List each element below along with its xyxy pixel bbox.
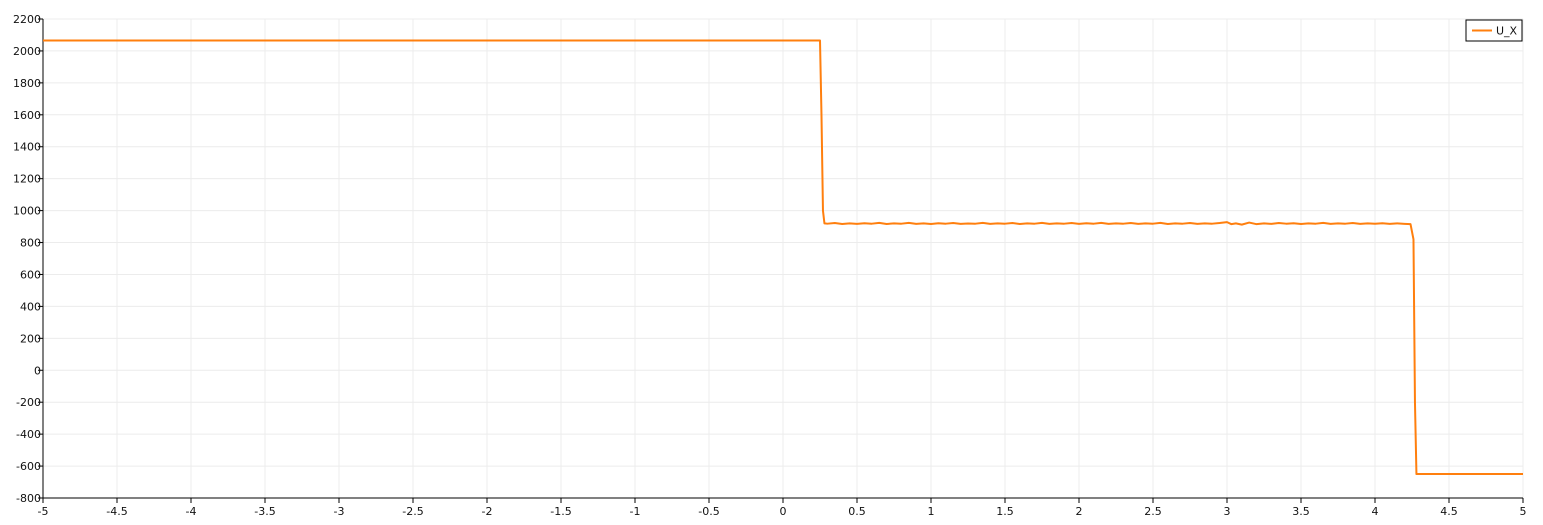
- y-tick-label: 2200: [13, 13, 41, 26]
- x-tick-label: 2.5: [1144, 505, 1162, 518]
- y-tick-label: -600: [16, 460, 41, 473]
- y-tick-label: 600: [20, 268, 41, 281]
- y-axis-ticks: -800 -600 -400 -200 0 200 400 600 800 1000 1200 140…: [13, 13, 43, 505]
- legend[interactable]: U_X: [1465, 19, 1523, 42]
- x-tick-label: 4: [1372, 505, 1379, 518]
- x-tick-label: -1: [630, 505, 641, 518]
- x-tick-label: 1: [928, 505, 935, 518]
- x-tick-label: 0: [780, 505, 787, 518]
- y-tick-label: 1400: [13, 141, 41, 154]
- x-tick-label: -2.5: [402, 505, 423, 518]
- y-tick-label: -400: [16, 428, 41, 441]
- y-tick-label: 1000: [13, 205, 41, 218]
- y-tick-label: 800: [20, 237, 41, 250]
- x-tick-label: 3: [1224, 505, 1231, 518]
- y-tick-label: 2000: [13, 45, 41, 58]
- x-tick-label: -3: [334, 505, 345, 518]
- x-tick-label: -3.5: [254, 505, 275, 518]
- x-tick-label: -5: [38, 505, 49, 518]
- x-tick-label: 4.5: [1440, 505, 1458, 518]
- y-tick-label: 1600: [13, 109, 41, 122]
- x-tick-label: -4.5: [106, 505, 127, 518]
- x-tick-label: 0.5: [848, 505, 866, 518]
- x-tick-label: 2: [1076, 505, 1083, 518]
- x-tick-label: 5: [1520, 505, 1527, 518]
- y-tick-label: -800: [16, 492, 41, 505]
- x-tick-label: -4: [186, 505, 197, 518]
- y-tick-label: 1800: [13, 77, 41, 90]
- y-tick-label: 400: [20, 300, 41, 313]
- x-tick-label: 3.5: [1292, 505, 1310, 518]
- series-group: [43, 39, 1523, 476]
- y-tick-label: 200: [20, 332, 41, 345]
- x-tick-label: -2: [482, 505, 493, 518]
- x-tick-label: 1.5: [996, 505, 1014, 518]
- legend-box: [1465, 19, 1523, 42]
- x-tick-label: -0.5: [698, 505, 719, 518]
- y-tick-label: -200: [16, 396, 41, 409]
- grid-lines: [42, 18, 1524, 499]
- x-tick-label: -1.5: [550, 505, 571, 518]
- x-axis-ticks: -5 -4.5 -4 -3.5 -3 -2.5 -2 -1.5 -1 -0.5 0 0.5 1 1.5 2 2…: [38, 498, 1527, 518]
- y-tick-label: 0: [34, 364, 41, 377]
- y-tick-label: 1200: [13, 173, 41, 186]
- legend-label-u-x: U_X: [1496, 25, 1518, 38]
- series-line-u-x: [43, 39, 1523, 476]
